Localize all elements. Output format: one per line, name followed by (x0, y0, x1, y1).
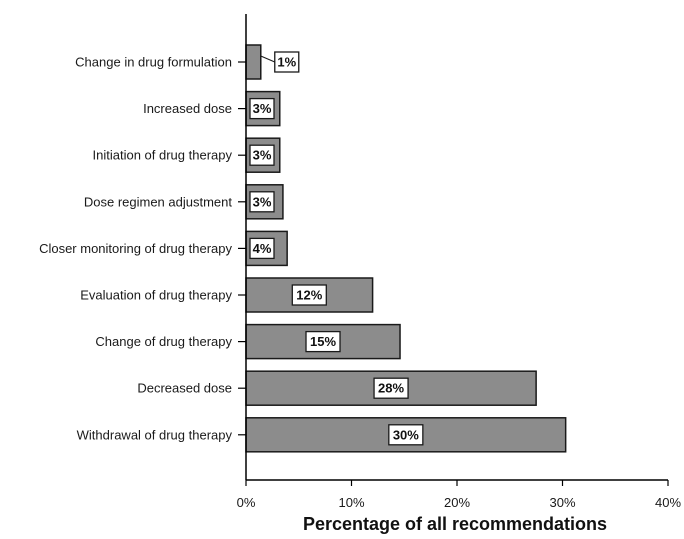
data-label: 3% (253, 148, 272, 163)
data-label: 1% (277, 55, 296, 70)
data-label: 30% (393, 427, 419, 442)
x-tick-label: 10% (338, 495, 364, 510)
data-label-box (249, 237, 275, 260)
data-label-box (249, 191, 275, 213)
labels-layer: 0% 10% 20% 30% 40% Change in drug formulation… (39, 51, 681, 510)
data-label: 15% (310, 334, 336, 349)
data-label: 4% (253, 241, 272, 256)
data-label-box (291, 284, 327, 306)
data-label: 3% (253, 194, 272, 209)
category-label: Change in drug formulation (75, 55, 232, 70)
data-label: 28% (378, 381, 404, 396)
category-label: Increased dose (143, 101, 232, 116)
category-label: Initiation of drug therapy (93, 148, 233, 163)
axis-layer (238, 14, 669, 486)
category-label: Evaluation of drug therapy (80, 288, 232, 303)
x-tick-label: 40% (655, 495, 681, 510)
data-label-box (305, 330, 341, 353)
data-label-box (388, 424, 424, 446)
category-label: Dose regimen adjustment (84, 194, 233, 209)
x-tick-label: 30% (549, 495, 575, 510)
bar (245, 44, 262, 80)
data-label-box (249, 144, 275, 166)
data-label-box (274, 51, 300, 73)
category-label: Closer monitoring of drug therapy (39, 241, 232, 256)
x-tick-label: 20% (444, 495, 470, 510)
data-label: 12% (296, 288, 322, 303)
x-axis-title: Percentage of all recommendations (303, 514, 607, 534)
data-label-box (373, 377, 409, 399)
data-label-leader (260, 55, 275, 63)
category-label: Withdrawal of drug therapy (77, 427, 233, 442)
category-label: Change of drug therapy (95, 334, 232, 349)
data-label: 3% (253, 101, 272, 116)
category-label: Decreased dose (137, 381, 232, 396)
data-label-box (249, 97, 275, 120)
x-tick-label: 0% (237, 495, 256, 510)
